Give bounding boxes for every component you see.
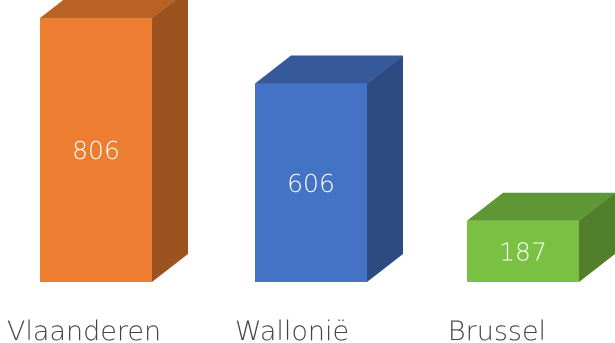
bar-side-face [579,192,615,282]
category-label-vlaanderen: Vlaanderen [7,316,161,343]
bar-side-face [367,55,403,282]
bar-front-face [255,83,367,282]
category-labels: Vlaanderen Wallonië Brussel [7,316,546,343]
bar-vlaanderen: 806 [40,0,188,282]
bar-front-face [467,220,579,282]
value-label-wallonie: 606 [287,169,335,198]
bar-front-face [40,18,152,282]
bar-side-face [152,0,188,282]
bar-top-face [467,192,615,221]
category-label-wallonie: Wallonië [235,316,349,343]
category-label-brussel: Brussel [448,316,546,343]
bars-group: 806 606 187 [40,0,615,282]
bar-brussel: 187 [467,192,615,282]
value-label-brussel: 187 [499,237,547,266]
value-label-vlaanderen: 806 [72,136,120,165]
bar-wallonie: 606 [255,55,403,282]
bar-top-face [255,55,403,84]
bar-top-face [40,0,176,19]
